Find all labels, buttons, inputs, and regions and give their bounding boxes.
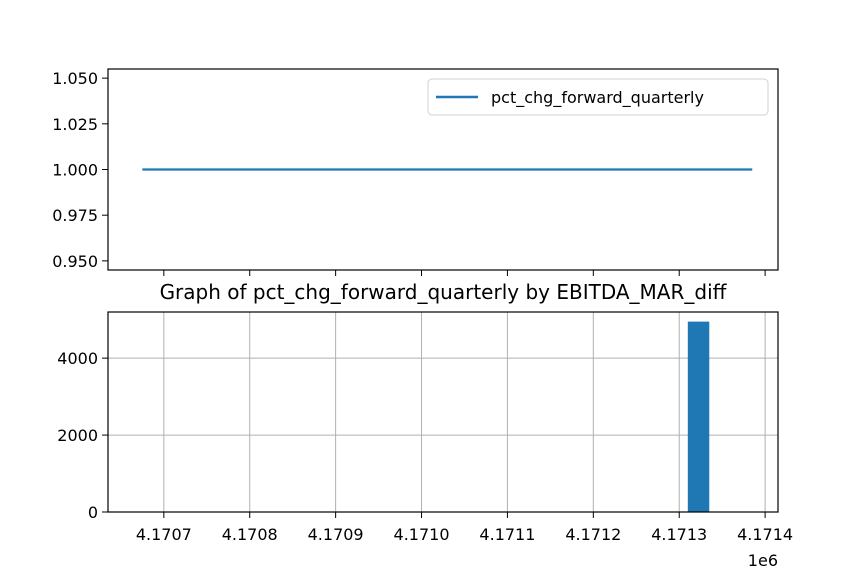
bar-chart-x-tick-label: 4.1711: [479, 525, 535, 544]
bar-chart-title: Graph of pct_chg_forward_quarterly by EB…: [160, 280, 728, 304]
bar-chart-x-tick-label: 4.1713: [651, 525, 707, 544]
bar-chart-y-tick-label: 2000: [57, 426, 98, 445]
bar-chart-frame: [107, 311, 779, 513]
bar-chart-axes: Graph of pct_chg_forward_quarterly by EB…: [57, 280, 793, 570]
bar-chart-x-tick-label: 4.1710: [394, 525, 450, 544]
line-chart-frame: [107, 68, 779, 271]
line-chart-ticks: 0.950 0.975 1.000 1.025 1.050: [52, 69, 766, 276]
bar-chart-x-tick-label: 4.1709: [308, 525, 364, 544]
legend-box: [427, 78, 769, 116]
line-chart-y-tick-label: 1.000: [52, 161, 98, 180]
histogram-bar: [687, 321, 710, 512]
line-chart-y-tick-label: 1.025: [52, 115, 98, 134]
bar-chart-plot-area: [108, 312, 778, 512]
bar-chart-ticks: 0 2000 4000 4.1707 4.1708 4.1709 4.1710 4.1711 4…: [57, 349, 793, 544]
line-chart-y-tick-label: 1.050: [52, 69, 98, 88]
bar-chart-y-tick-label: 0: [88, 503, 98, 522]
legend-label: pct_chg_forward_quarterly: [491, 88, 704, 108]
bar-chart-x-tick-label: 4.1707: [136, 525, 192, 544]
bar-chart-x-tick-label: 4.1712: [565, 525, 621, 544]
bar-chart-y-tick-label: 4000: [57, 349, 98, 368]
bar-chart-bars: [687, 321, 710, 512]
line-chart-y-tick-label: 0.975: [52, 206, 98, 225]
bar-chart-x-tick-label: 4.1708: [222, 525, 278, 544]
line-chart-axes: 0.950 0.975 1.000 1.025 1.050 pct_chg_forwar…: [52, 68, 779, 276]
line-chart-y-tick-label: 0.950: [52, 252, 98, 271]
bar-chart-x-tick-label: 4.1714: [737, 525, 793, 544]
legend: pct_chg_forward_quarterly: [427, 78, 769, 116]
x-axis-offset-label: 1e6: [748, 551, 778, 570]
